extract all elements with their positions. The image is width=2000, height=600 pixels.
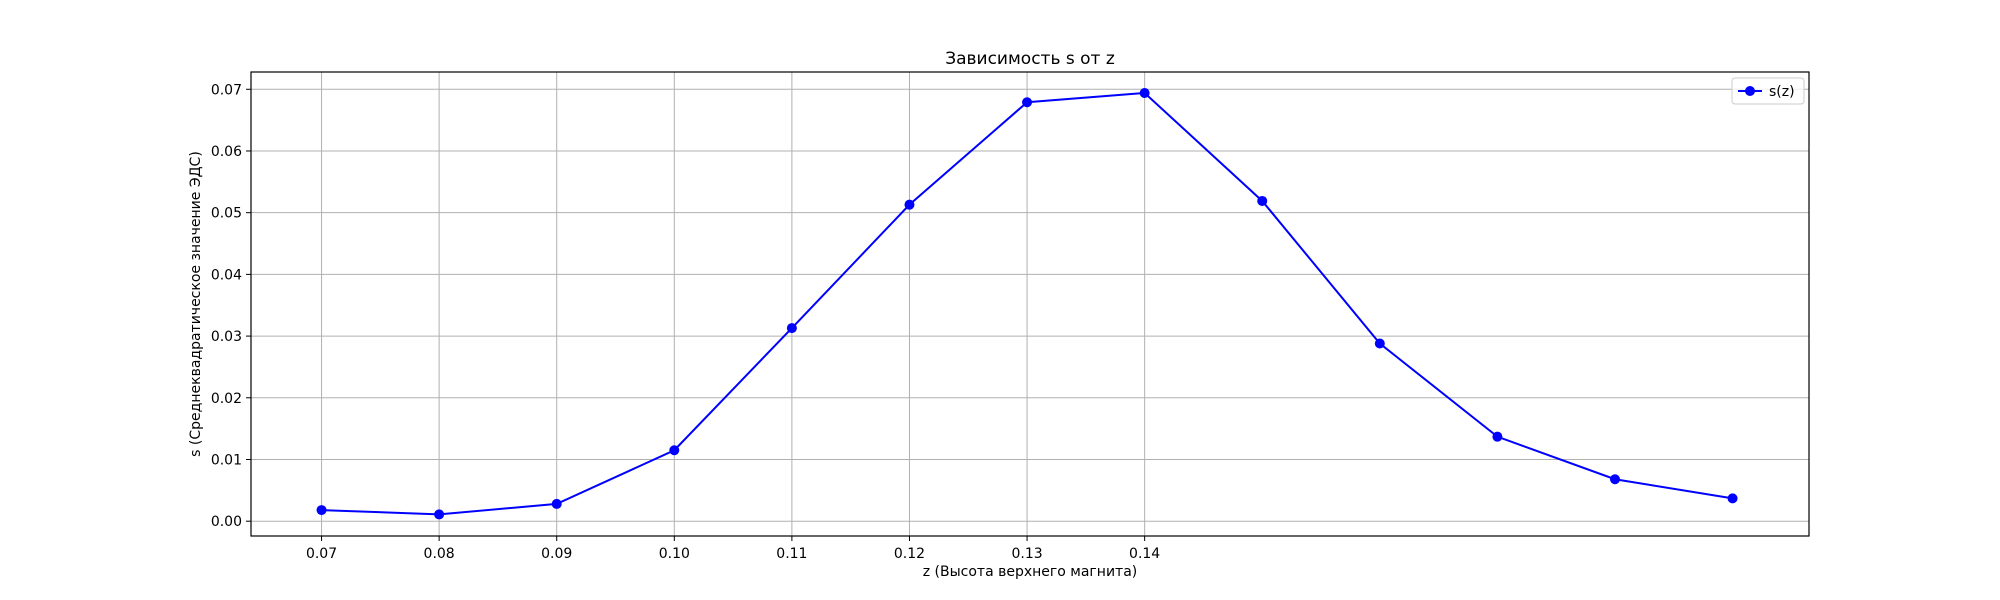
data-point bbox=[434, 509, 445, 520]
y-tick-label: 0.07 bbox=[211, 82, 242, 98]
legend-label: s(z) bbox=[1769, 84, 1795, 100]
y-tick-label: 0.01 bbox=[211, 452, 242, 468]
data-point bbox=[669, 445, 680, 456]
series-layer bbox=[316, 87, 1738, 520]
data-point bbox=[1492, 431, 1503, 442]
data-point bbox=[786, 323, 797, 334]
legend-marker bbox=[1745, 86, 1755, 96]
x-axis-label: z (Высота верхнего магнита) bbox=[923, 564, 1137, 580]
legend: s(z) bbox=[1731, 77, 1805, 105]
chart-title: Зависимость s от z bbox=[945, 49, 1115, 69]
x-tick-label: 0.12 bbox=[894, 546, 925, 562]
y-tick-label: 0.03 bbox=[211, 329, 242, 345]
plot-frame bbox=[250, 71, 1810, 537]
legend-box bbox=[1731, 77, 1805, 105]
data-point bbox=[1022, 97, 1033, 108]
x-tick-label: 0.07 bbox=[306, 546, 337, 562]
data-point bbox=[1609, 474, 1620, 485]
y-tick-label: 0.06 bbox=[211, 144, 242, 160]
data-point bbox=[316, 505, 327, 516]
data-point bbox=[904, 199, 915, 210]
data-point bbox=[1727, 493, 1738, 504]
data-point bbox=[1139, 87, 1150, 98]
x-tick-label: 0.11 bbox=[776, 546, 807, 562]
y-axis-ticks: 0.00 0.01 0.02 0.03 0.04 0.05 0.06 0.07 bbox=[211, 82, 251, 530]
x-tick-label: 0.08 bbox=[424, 546, 455, 562]
x-tick-label: 0.14 bbox=[1129, 546, 1160, 562]
data-point bbox=[1374, 338, 1385, 349]
y-axis-label: s (Среднеквадратическое значение ЭДС) bbox=[188, 151, 204, 457]
grid bbox=[251, 72, 1809, 536]
data-point bbox=[1257, 195, 1268, 206]
x-axis-ticks: 0.07 0.08 0.09 0.10 0.11 0.12 0.13 0.14 bbox=[306, 536, 1160, 562]
y-tick-label: 0.02 bbox=[211, 391, 242, 407]
y-tick-label: 0.00 bbox=[211, 514, 242, 530]
x-tick-label: 0.10 bbox=[659, 546, 690, 562]
y-tick-label: 0.05 bbox=[211, 206, 242, 222]
x-tick-label: 0.09 bbox=[541, 546, 572, 562]
x-tick-label: 0.13 bbox=[1011, 546, 1042, 562]
y-tick-label: 0.04 bbox=[211, 267, 242, 283]
data-point bbox=[551, 498, 562, 509]
